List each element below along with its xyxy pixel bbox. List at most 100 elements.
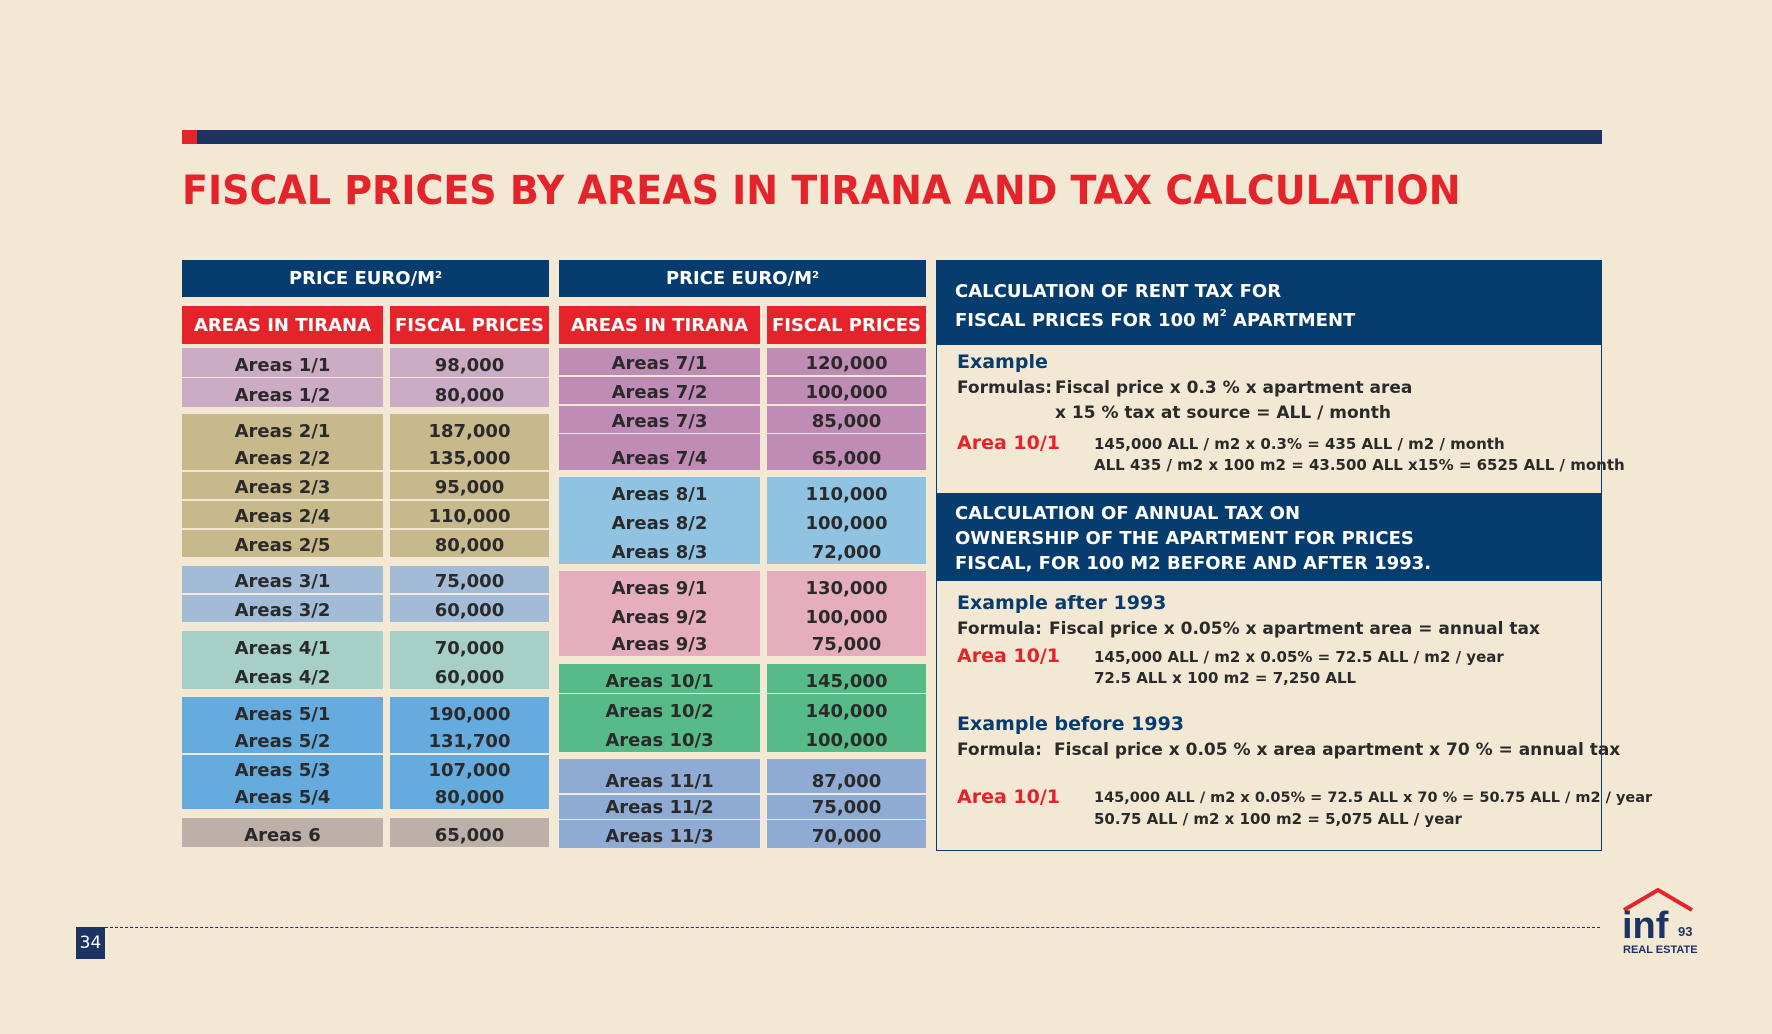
annual-heading-line1: CALCULATION OF ANNUAL TAX ON xyxy=(955,503,1301,524)
rent-calc-line1: 145,000 ALL / m2 x 0.3% = 435 ALL / m2 /… xyxy=(1094,435,1505,453)
rent-formula-line2: x 15 % tax at source = ALL / month xyxy=(1055,403,1391,423)
area-name-cell: Areas 5/2 xyxy=(182,726,383,753)
area-name-cell: Areas 11/3 xyxy=(559,820,760,848)
area-name-cell: Areas 11/2 xyxy=(559,795,760,819)
rent-area-label: Area 10/1 xyxy=(957,432,1060,454)
col-header-prices: FISCAL PRICES xyxy=(390,306,549,344)
before-calc-line2: 50.75 ALL / m2 x 100 m2 = 5,075 ALL / ye… xyxy=(1094,810,1462,828)
rent-heading-line2-post: APARTMENT xyxy=(1226,310,1356,331)
inf93-logo: inf 93 REAL ESTATE xyxy=(1622,887,1698,956)
area-name-cell: Areas 7/1 xyxy=(559,348,760,375)
area-name-cell: Areas 4/1 xyxy=(182,631,383,660)
fiscal-price-cell: 110,000 xyxy=(390,501,549,528)
rent-calc-line2: ALL 435 / m2 x 100 m2 = 43.500 ALL x15% … xyxy=(1094,456,1625,474)
fiscal-price-cell: 95,000 xyxy=(390,472,549,499)
fiscal-price-cell: 107,000 xyxy=(390,755,549,782)
after-calc-line2: 72.5 ALL x 100 m2 = 7,250 ALL xyxy=(1094,669,1357,687)
fiscal-price-cell: 80,000 xyxy=(390,378,549,407)
fiscal-price-cell: 98,000 xyxy=(390,348,549,377)
area-name-cell: Areas 11/1 xyxy=(559,759,760,793)
fiscal-price-cell: 187,000 xyxy=(390,414,549,443)
house-roof-icon: inf 93 REAL ESTATE xyxy=(1622,887,1698,956)
fiscal-price-cell: 60,000 xyxy=(390,660,549,689)
area-name-cell: Areas 1/2 xyxy=(182,378,383,407)
area-name-cell: Areas 2/5 xyxy=(182,530,383,557)
fiscal-price-cell: 87,000 xyxy=(767,759,926,793)
price-header-sup: 2 xyxy=(812,270,820,281)
fiscal-price-cell: 135,000 xyxy=(390,443,549,470)
area-name-cell: Areas 10/1 xyxy=(559,664,760,693)
rent-example-title: Example xyxy=(957,351,1048,373)
area-name-cell: Areas 3/1 xyxy=(182,566,383,593)
after-1993-title: Example after 1993 xyxy=(957,592,1167,614)
logo-brand: inf xyxy=(1622,905,1669,947)
area-name-cell: Areas 2/1 xyxy=(182,414,383,443)
area-name-cell: Areas 4/2 xyxy=(182,660,383,689)
before-formula: Fiscal price x 0.05 % x area apartment x… xyxy=(1054,740,1621,760)
page-number: 34 xyxy=(76,927,105,959)
annual-heading-line3: FISCAL, FOR 100 M2 BEFORE AND AFTER 1993… xyxy=(955,553,1432,574)
fiscal-price-cell: 110,000 xyxy=(767,477,926,506)
fiscal-price-cell: 80,000 xyxy=(390,782,549,809)
rent-heading-line2-pre: FISCAL PRICES FOR 100 M xyxy=(955,310,1220,331)
before-formula-label: Formula: xyxy=(957,740,1042,760)
fiscal-price-cell: 65,000 xyxy=(390,818,549,847)
annual-heading-line2: OWNERSHIP OF THE APARTMENT FOR PRICES xyxy=(955,528,1414,549)
area-name-cell: Areas 9/3 xyxy=(559,629,760,656)
col-header-areas: AREAS IN TIRANA xyxy=(559,306,760,344)
logo-number: 93 xyxy=(1678,924,1692,939)
footer-dashed-rule xyxy=(95,927,1600,928)
area-name-cell: Areas 7/3 xyxy=(559,406,760,433)
logo-tagline: REAL ESTATE xyxy=(1623,944,1698,956)
price-header-sup: 2 xyxy=(435,270,443,281)
rent-tax-heading: CALCULATION OF RENT TAX FOR FISCAL PRICE… xyxy=(937,261,1601,345)
price-header-label: PRICE EURO/M xyxy=(288,268,436,289)
fiscal-price-cell: 65,000 xyxy=(767,434,926,470)
price-header: PRICE EURO/M 2 xyxy=(182,260,549,297)
area-name-cell: Areas 10/3 xyxy=(559,723,760,752)
before-area-label: Area 10/1 xyxy=(957,786,1060,808)
area-name-cell: Areas 8/1 xyxy=(559,477,760,506)
area-name-cell: Areas 5/1 xyxy=(182,697,383,726)
fiscal-price-cell: 145,000 xyxy=(767,664,926,693)
area-name-cell: Areas 9/2 xyxy=(559,600,760,629)
fiscal-price-cell: 85,000 xyxy=(767,406,926,433)
area-name-cell: Areas 2/4 xyxy=(182,501,383,528)
fiscal-price-cell: 75,000 xyxy=(390,566,549,593)
after-area-label: Area 10/1 xyxy=(957,645,1060,667)
fiscal-price-cell: 75,000 xyxy=(767,629,926,656)
fiscal-price-cell: 80,000 xyxy=(390,530,549,557)
before-calc-line1: 145,000 ALL / m2 x 0.05% = 72.5 ALL x 70… xyxy=(1094,790,1653,806)
tax-calculation-panel: CALCULATION OF RENT TAX FOR FISCAL PRICE… xyxy=(936,260,1652,851)
fiscal-price-cell: 100,000 xyxy=(767,723,926,752)
rent-heading-line2: FISCAL PRICES FOR 100 M2 APARTMENT xyxy=(955,304,1601,333)
annual-tax-heading: CALCULATION OF ANNUAL TAX ON OWNERSHIP O… xyxy=(937,493,1601,581)
page-title: FISCAL PRICES BY AREAS IN TIRANA AND TAX… xyxy=(182,168,1461,214)
area-name-cell: Areas 5/4 xyxy=(182,782,383,809)
area-name-cell: Areas 8/2 xyxy=(559,506,760,535)
before-1993-title: Example before 1993 xyxy=(957,713,1185,735)
area-name-cell: Areas 9/1 xyxy=(559,571,760,600)
fiscal-price-cell: 60,000 xyxy=(390,595,549,622)
after-formula: Fiscal price x 0.05% x apartment area = … xyxy=(1049,619,1540,639)
area-name-cell: Areas 2/2 xyxy=(182,443,383,470)
fiscal-price-cell: 75,000 xyxy=(767,795,926,819)
area-name-cell: Areas 7/4 xyxy=(559,434,760,470)
rent-formulas-label: Formulas: xyxy=(957,378,1053,398)
fiscal-price-cell: 100,000 xyxy=(767,506,926,535)
fiscal-price-cell: 100,000 xyxy=(767,600,926,629)
area-name-cell: Areas 2/3 xyxy=(182,472,383,499)
fiscal-price-cell: 131,700 xyxy=(390,726,549,753)
rent-formula-line1: Fiscal price x 0.3 % x apartment area xyxy=(1055,378,1413,398)
rent-heading-line1: CALCULATION OF RENT TAX FOR xyxy=(955,281,1282,302)
price-header: PRICE EURO/M 2 xyxy=(559,260,926,297)
area-name-cell: Areas 3/2 xyxy=(182,595,383,622)
fiscal-price-cell: 70,000 xyxy=(390,631,549,660)
area-name-cell: Areas 8/3 xyxy=(559,535,760,564)
fiscal-price-cell: 70,000 xyxy=(767,820,926,848)
price-header-label: PRICE EURO/M xyxy=(665,268,813,289)
rent-heading-sup: 2 xyxy=(1219,308,1227,319)
area-name-cell: Areas 7/2 xyxy=(559,377,760,404)
area-name-cell: Areas 6 xyxy=(182,818,383,847)
fiscal-price-cell: 72,000 xyxy=(767,535,926,564)
